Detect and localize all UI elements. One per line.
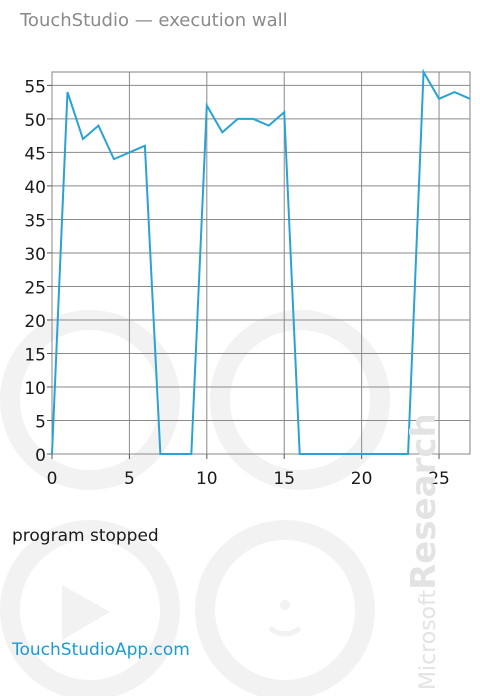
- x-tick-label: 5: [124, 469, 135, 489]
- series-line: [51, 68, 471, 455]
- watermark-smiley-icon: [268, 600, 302, 637]
- y-tick-label: 20: [24, 312, 46, 332]
- x-tick-label: 25: [428, 469, 450, 489]
- x-tick-label: 15: [273, 469, 295, 489]
- y-tick-label: 55: [24, 77, 46, 97]
- y-tick-label: 35: [24, 211, 46, 231]
- chart-series: [51, 68, 471, 455]
- page-title: TouchStudio — execution wall: [20, 10, 288, 31]
- x-tick-label: 10: [196, 469, 218, 489]
- y-tick-label: 5: [35, 412, 46, 432]
- x-tick-label: 20: [351, 469, 373, 489]
- y-tick-label: 45: [24, 144, 46, 164]
- watermark-circle-icon: [195, 520, 375, 696]
- x-axis: 0 5 10 15 20 25: [47, 454, 450, 489]
- program-status: program stopped: [12, 526, 159, 546]
- y-tick-label: 25: [24, 278, 46, 298]
- touchstudio-link[interactable]: TouchStudioApp.com: [12, 640, 190, 660]
- y-tick-label: 10: [24, 379, 46, 399]
- y-axis: 0 5 10 15 20 25 30 35 40 45 50 55: [24, 77, 52, 466]
- y-tick-label: 50: [24, 111, 46, 131]
- watermark-play-icon: [62, 585, 110, 640]
- y-tick-label: 30: [24, 245, 46, 265]
- plot-frame: [51, 71, 471, 455]
- x-tick-label: 0: [47, 469, 58, 489]
- chart-grid: [51, 71, 471, 455]
- line-chart: 0 5 10 15 20 25 30 35 40 45 50 55 0 5 10 15 20 25: [24, 68, 471, 489]
- y-tick-label: 15: [24, 345, 46, 365]
- y-tick-label: 40: [24, 178, 46, 198]
- watermark-circle-icon: [0, 520, 180, 696]
- y-tick-label: 0: [35, 446, 46, 466]
